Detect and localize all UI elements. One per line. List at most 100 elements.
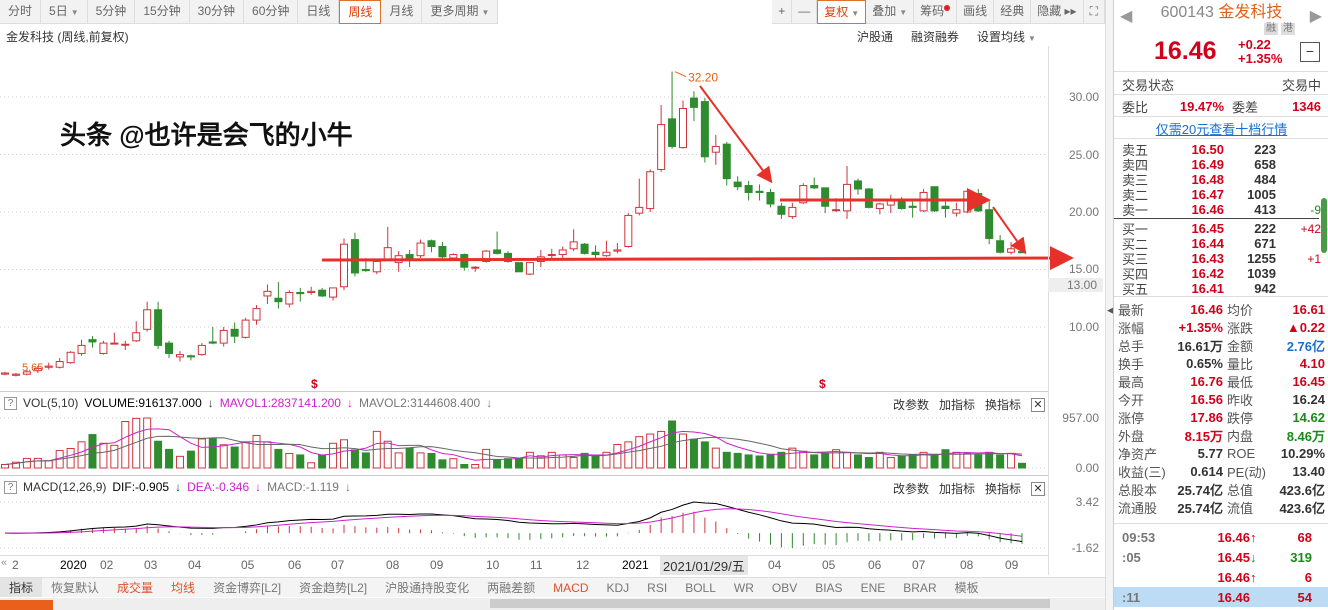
indicator-tab[interactable]: WR	[733, 581, 754, 595]
indicator-tab[interactable]: ENE	[860, 581, 886, 595]
level-delta: +1	[1307, 251, 1321, 266]
candle	[853, 180, 862, 190]
indicator-tab[interactable]: RSI	[647, 581, 668, 595]
y-tick: 25.00	[1068, 148, 1099, 162]
level-price: 16.44	[1191, 236, 1224, 251]
toolbar-button[interactable]: +	[772, 0, 793, 24]
add-indicator-button[interactable]: 加指标	[938, 398, 975, 412]
indicator-tab[interactable]: 恢复默认	[51, 581, 100, 595]
stat-row: 总股本 25.74亿 总值 423.6亿	[1114, 480, 1328, 498]
candle	[919, 191, 928, 212]
level-price: 16.42	[1191, 266, 1224, 281]
indicator-tab[interactable]: 资金趋势[L2]	[299, 581, 368, 595]
volume-bar	[252, 434, 261, 469]
add-indicator-button[interactable]: 加指标	[938, 482, 975, 496]
close-icon[interactable]: ✕	[1031, 481, 1045, 496]
candle	[165, 342, 174, 354]
price-change-pct: +1.35%	[1238, 51, 1283, 66]
indicator-tab[interactable]: 两融差额	[487, 581, 536, 595]
dif-value: DIF:-0.905	[112, 480, 170, 494]
toolbar-button[interactable]: 隐藏 ▸▸	[1031, 0, 1084, 24]
minimize-icon[interactable]: −	[1300, 42, 1320, 62]
indicator-tab[interactable]: 指标	[0, 578, 43, 597]
indicator-tab[interactable]: BRAR	[903, 581, 937, 595]
period-tab[interactable]: 分时	[0, 0, 42, 24]
ma-settings-dropdown[interactable]: 设置均线 ▼	[977, 28, 1036, 45]
close-icon[interactable]: ✕	[1031, 397, 1045, 412]
toolbar-button-label: ⛶	[1089, 4, 1098, 18]
margin-link[interactable]: 融资融券	[911, 30, 960, 44]
toolbar-button[interactable]: 复权 ▼	[817, 0, 867, 24]
volume-bar	[394, 452, 403, 469]
toolbar-button[interactable]: 画线	[957, 0, 995, 24]
toolbar-button[interactable]: 经典	[994, 0, 1032, 24]
toolbar-button[interactable]: —	[792, 0, 818, 24]
candle	[679, 108, 687, 149]
x-tick: 06	[288, 558, 302, 572]
bids-row: 买一 16.45 222 +42	[1114, 221, 1328, 237]
volume-bar	[230, 446, 239, 469]
indicator-tab[interactable]: MACD	[553, 581, 589, 595]
level2-link[interactable]: 仅需20元查看十档行情	[1155, 121, 1288, 137]
volume-bar	[143, 417, 152, 469]
y-tick: 30.00	[1068, 90, 1099, 104]
indicator-tab[interactable]: BIAS	[815, 581, 843, 595]
switch-indicator-button[interactable]: 换指标	[984, 482, 1021, 496]
candle	[744, 185, 753, 193]
indicator-tab[interactable]: BOLL	[685, 581, 716, 595]
next-stock-icon[interactable]: ▶	[1309, 8, 1322, 25]
toolbar-button[interactable]: 叠加 ▼	[866, 0, 915, 24]
volume-bar	[11, 461, 20, 469]
indicator-tab[interactable]: 模板	[954, 581, 979, 595]
candle	[405, 254, 414, 259]
level-delta: -9	[1310, 202, 1321, 217]
volume-bar	[602, 451, 611, 469]
period-toolbar: 分时 5日 ▼ 5分钟 15分钟 30分钟 60分钟 日线 周线 月线 更多周期 ▼	[0, 0, 499, 24]
chevron-down-icon: ▼	[70, 8, 79, 17]
period-tab[interactable]: 周线	[339, 0, 382, 24]
collapse-icon[interactable]: ◀	[1107, 305, 1114, 315]
indicator-tab[interactable]: 沪股通持股变化	[385, 581, 470, 595]
wb-label: 委比	[1122, 99, 1149, 115]
period-tab[interactable]: 15分钟	[135, 0, 190, 24]
indicator-tab[interactable]: KDJ	[606, 581, 630, 595]
edit-params-button[interactable]: 改参数	[892, 398, 929, 412]
help-icon[interactable]: ?	[4, 480, 17, 494]
volume-bar	[908, 454, 917, 469]
toolbar-button-label: 筹码	[920, 4, 945, 18]
macd-value: MACD:-1.119	[267, 480, 339, 494]
tick-volume: 68	[1297, 529, 1312, 545]
indicator-tab[interactable]: OBV	[771, 581, 798, 595]
toolbar-button[interactable]: ⛶	[1084, 0, 1105, 24]
stat-value: +1.35%	[1178, 319, 1223, 335]
kline-chart[interactable]: 32.20 5.65 $ $	[0, 0, 1105, 575]
period-tab[interactable]: 30分钟	[190, 0, 245, 24]
edit-params-button[interactable]: 改参数	[892, 482, 929, 496]
panel-splitter[interactable]: ◀	[1105, 0, 1114, 610]
candle	[963, 190, 972, 213]
volume-bar	[350, 449, 359, 469]
period-tab[interactable]: 5分钟	[88, 0, 136, 24]
period-tab[interactable]: 60分钟	[244, 0, 299, 24]
period-tab-label: 日线	[306, 4, 331, 18]
period-tab[interactable]: 日线	[298, 0, 340, 24]
level-label: 买一	[1122, 222, 1149, 237]
indicator-tab[interactable]: 均线	[171, 581, 196, 595]
switch-indicator-button[interactable]: 换指标	[984, 398, 1021, 412]
prev-stock-icon[interactable]: ◀	[1120, 8, 1133, 25]
wc-value: 1346	[1292, 98, 1321, 114]
indicator-tab[interactable]: 成交量	[117, 581, 154, 595]
toolbar-button[interactable]: 筹码	[914, 0, 958, 24]
horizontal-scrollbar[interactable]	[0, 598, 1105, 610]
volume-bar	[963, 452, 972, 469]
scroll-left-icon[interactable]: «	[1, 557, 8, 569]
stat-row: 外盘 8.15万 内盘 8.46万	[1114, 426, 1328, 444]
hgt-link[interactable]: 沪股通	[857, 30, 894, 44]
volume-bar	[329, 442, 338, 469]
volume-value: VOLUME:916137.000	[84, 396, 202, 410]
indicator-tab[interactable]: 资金博弈[L2]	[213, 581, 282, 595]
help-icon[interactable]: ?	[4, 396, 17, 410]
period-tab[interactable]: 5日 ▼	[41, 0, 88, 24]
period-tab[interactable]: 月线	[381, 0, 423, 24]
period-tab[interactable]: 更多周期 ▼	[422, 0, 499, 24]
